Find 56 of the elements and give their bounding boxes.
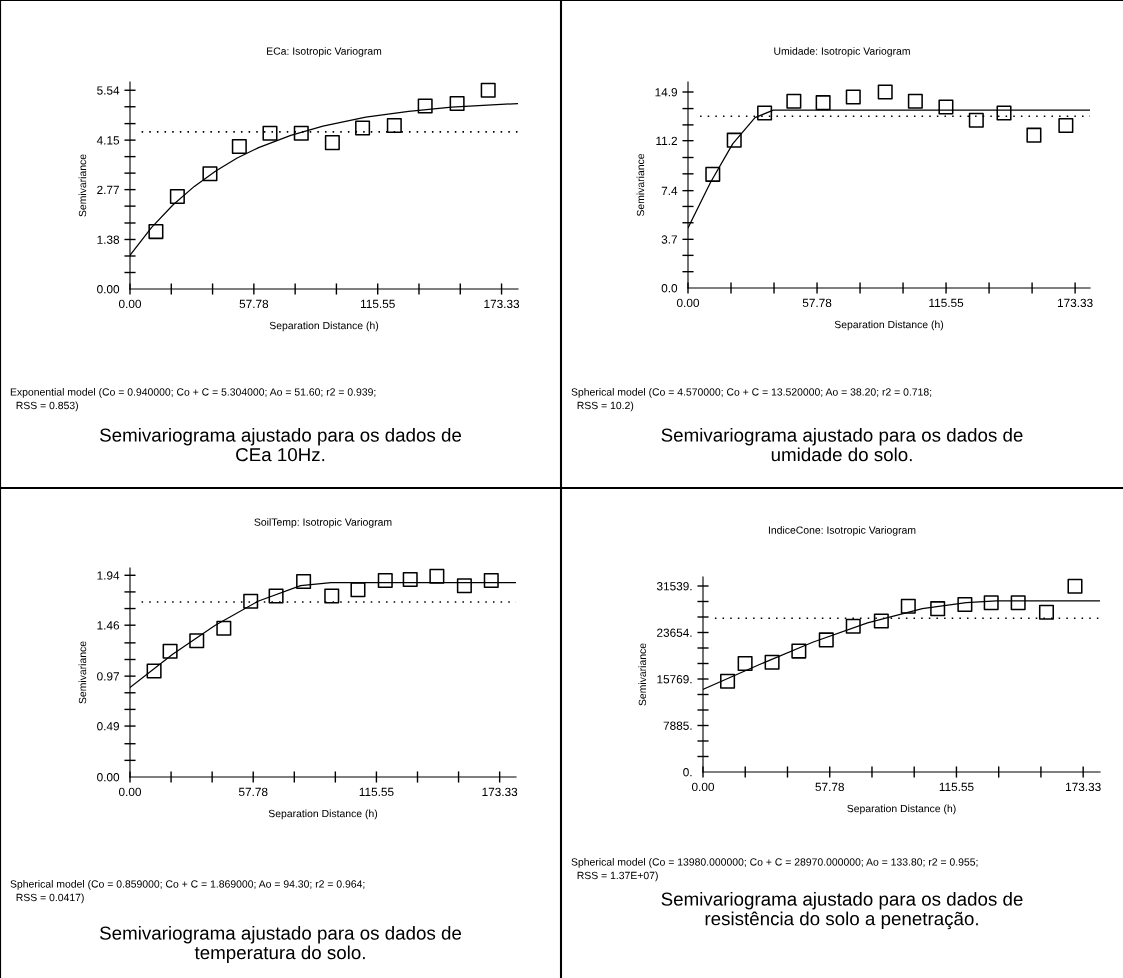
x-tick-label: 0.00	[118, 299, 142, 309]
chart-title: SoilTemp: Isotropic Variogram	[254, 518, 392, 528]
y-tick-label: 0.0	[661, 284, 678, 293]
y-tick-label: 7.4	[661, 186, 678, 195]
y-tick-label: 5.54	[97, 86, 120, 95]
x-tick-label: 57.78	[239, 299, 269, 309]
y-tick-label: 2.77	[97, 185, 119, 194]
x-axis-title: Separation Distance (h)	[269, 321, 379, 332]
y-tick-label: 0.97	[97, 672, 119, 681]
x-tick-label: 57.78	[238, 787, 268, 797]
y-tick-label: 31539.	[656, 582, 692, 591]
y-tick-label: 1.94	[97, 571, 120, 580]
chart-title: Umidade: Isotropic Variogram	[774, 47, 910, 57]
y-axis-title: Semivariance	[636, 153, 645, 217]
y-tick-label: 11.2	[656, 136, 677, 145]
x-tick-label: 173.33	[1057, 298, 1093, 308]
x-axis-title: Separation Distance (h)	[268, 809, 378, 820]
y-tick-label: 23654.	[657, 628, 692, 637]
y-axis-title: Semivariance	[638, 643, 647, 706]
y-tick-label: 14.9	[655, 88, 678, 97]
text: Semivariograma ajustado para os dados de CEa 10Hz.	[100, 428, 462, 462]
y-tick-label: 3.7	[661, 235, 677, 244]
text: Exponential model (Co = 0.940000; Co + C = 5.304000; Ao = 51.60; r2 = 0.939; RSS = 0.853)	[10, 388, 376, 412]
text: Spherical model (Co = 4.570000; Co + C = 13.520000; Ao = 38.20; r2 = 0.718; RSS = 10.2)	[571, 388, 932, 412]
text: Semivariograma ajustado para os dados de resistência do solo a penetração.	[661, 892, 1023, 930]
text: Spherical model (Co = 13980.000000; Co + C = 28970.000000; Ao = 133.80; r2 = 0.955; RSS = 1.37E+07)	[571, 858, 978, 882]
y-tick-label: 1.46	[97, 621, 120, 630]
x-tick-label: 115.55	[929, 298, 964, 308]
y-tick-label: 0.	[683, 768, 692, 777]
x-tick-label: 57.78	[802, 298, 832, 308]
y-tick-label: 7885.	[663, 721, 692, 730]
x-tick-label: 0.00	[691, 782, 715, 792]
y-axis-title: Semivariance	[78, 154, 87, 217]
x-tick-label: 0.00	[676, 298, 700, 308]
x-tick-label: 115.55	[360, 299, 395, 309]
x-axis-title: Separation Distance (h)	[834, 320, 944, 331]
chart-title: ECa: Isotropic Variogram	[267, 47, 382, 57]
x-tick-label: 115.55	[359, 787, 394, 797]
y-tick-label: 15769.	[657, 675, 692, 684]
x-axis-title: Separation Distance (h)	[847, 804, 956, 815]
x-tick-label: 173.33	[1066, 782, 1101, 792]
x-tick-label: 173.33	[484, 299, 520, 309]
y-axis-title: Semivariance	[78, 641, 87, 704]
x-tick-label: 115.55	[939, 782, 974, 792]
chart-title: IndiceCone: Isotropic Variogram	[768, 526, 916, 536]
y-tick-label: 0.49	[97, 722, 120, 731]
x-tick-label: 173.33	[482, 787, 518, 797]
y-tick-label: 4.15	[96, 136, 120, 145]
x-tick-label: 57.78	[815, 782, 844, 792]
y-tick-label: 0.00	[97, 285, 120, 294]
y-tick-label: 0.00	[97, 773, 120, 782]
text: Semivariograma ajustado para os dados de umidade do solo.	[661, 428, 1023, 462]
x-tick-label: 0.00	[118, 787, 142, 797]
text: Spherical model (Co = 0.859000; Co + C = 1.869000; Ao = 94.30; r2 = 0.964; RSS = 0.0417)	[10, 880, 365, 904]
y-tick-label: 1.38	[97, 235, 120, 244]
text: Semivariograma ajustado para os dados de temperatura do solo.	[100, 926, 462, 963]
